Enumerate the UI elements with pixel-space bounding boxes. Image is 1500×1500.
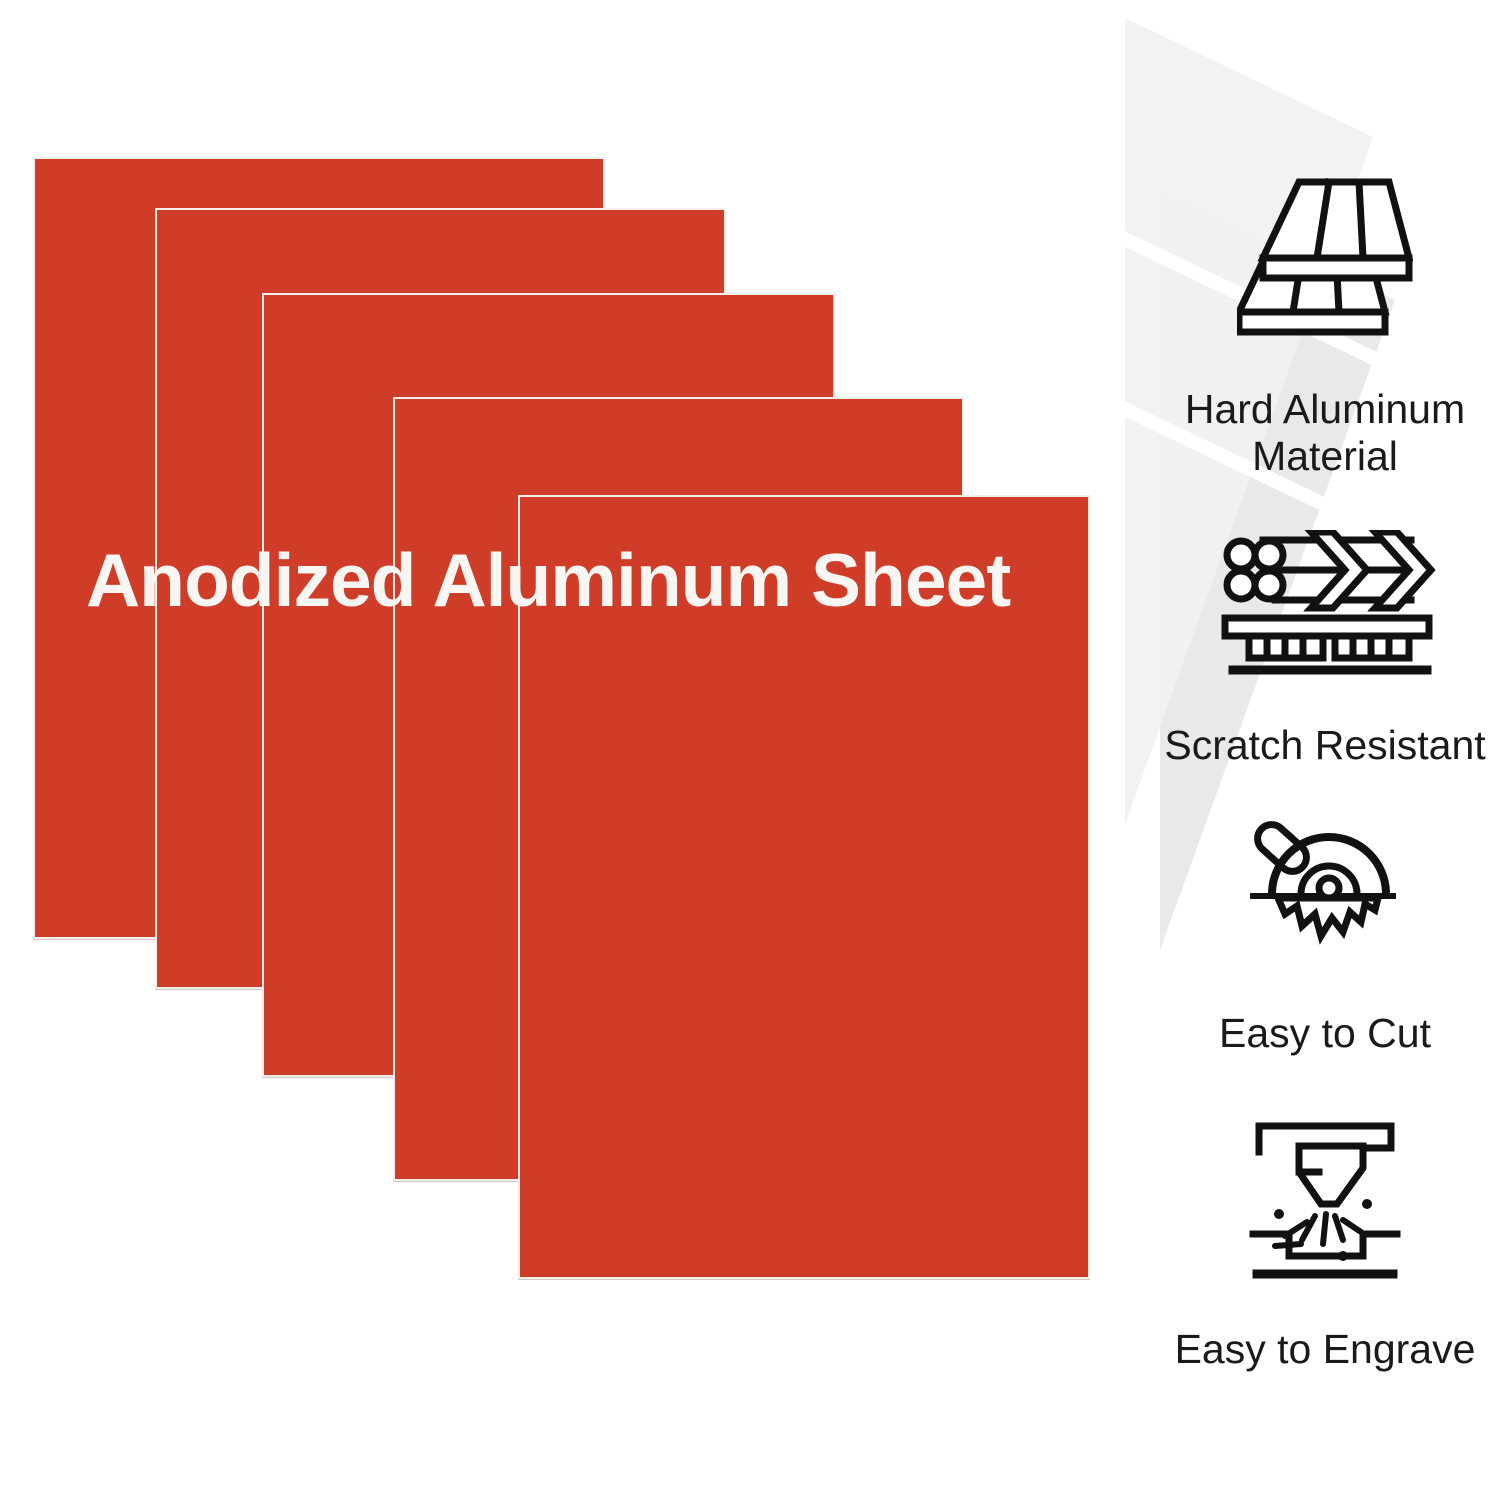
feature-label-hard-aluminum: Hard Aluminum Material: [1105, 386, 1500, 480]
front-sheet: [1257, 177, 1413, 282]
feature-label-line: Hard Aluminum: [1184, 386, 1466, 432]
product-title: Anodized Aluminum Sheet: [86, 538, 1011, 622]
feature-label-line: Material: [1252, 433, 1398, 479]
feature-label-scratch-resistant: Scratch Resistant: [1164, 722, 1486, 768]
background-diagonal-stripes: [1111, 228, 1500, 627]
feature-label-easy-to-engrave: Easy to Engrave: [1174, 1326, 1476, 1372]
aluminum-sheets-icon: [1237, 177, 1413, 336]
circular-saw-icon: [1250, 821, 1396, 945]
aluminum-sheet-5: [518, 495, 1090, 1279]
feature-label-easy-to-cut: Easy to Cut: [1219, 1010, 1431, 1056]
scratch-resistant-arrows-icon: [1221, 530, 1436, 675]
laser-engraver-icon: [1249, 1122, 1401, 1279]
